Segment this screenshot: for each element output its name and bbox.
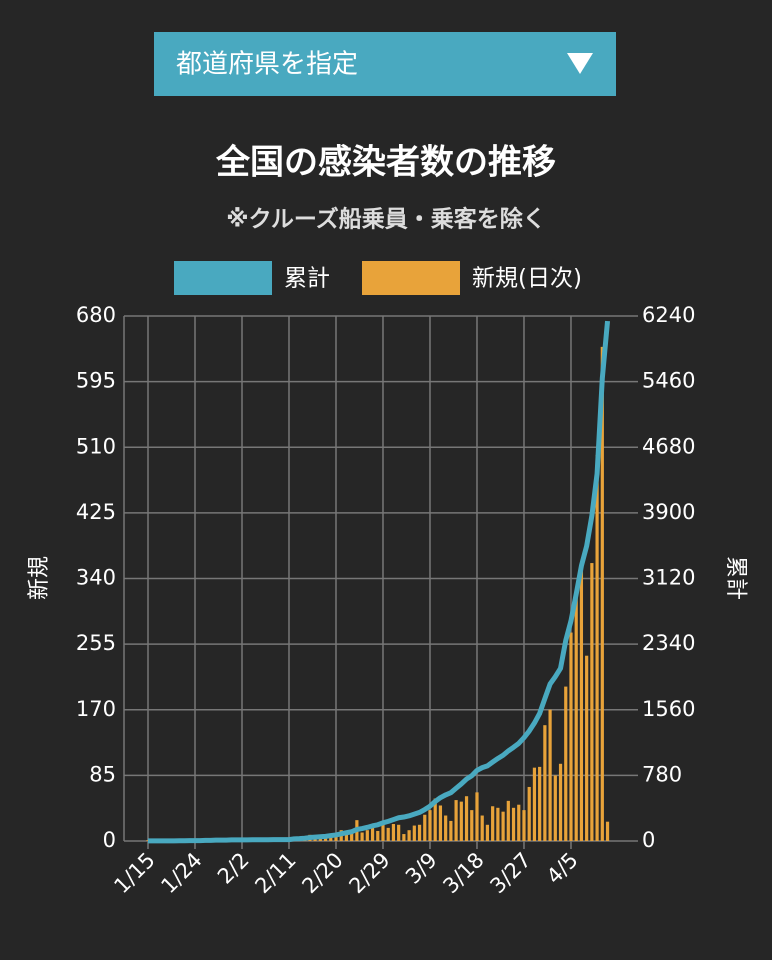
bar — [381, 823, 385, 841]
bar — [564, 686, 568, 841]
bar — [376, 830, 380, 841]
bar — [449, 820, 453, 841]
bar — [438, 805, 443, 841]
bar — [569, 632, 573, 841]
bar — [485, 824, 490, 841]
line — [148, 320, 611, 844]
legend-swatch — [362, 261, 460, 295]
bar — [397, 824, 401, 841]
bar — [574, 593, 578, 841]
legend-swatch — [174, 261, 272, 295]
y2-tick-label: 2340 — [642, 631, 695, 655]
bar — [538, 766, 542, 841]
bar — [386, 827, 390, 841]
bar — [605, 821, 610, 841]
bar — [527, 786, 531, 841]
prefecture-dropdown[interactable]: 都道府県を指定 — [154, 32, 616, 96]
bar — [501, 811, 505, 841]
y2-tick-label: 3120 — [642, 566, 695, 590]
bar — [454, 800, 458, 841]
bar — [360, 832, 364, 841]
y-tick-label: 170 — [76, 697, 116, 721]
bar — [464, 796, 469, 841]
bar — [532, 767, 537, 841]
chart-subtitle: ※クルーズ船乗員・乗客を除く — [226, 206, 546, 233]
y-axis-label: 新規 — [27, 556, 52, 600]
bar — [517, 804, 521, 841]
y-tick-label: 425 — [76, 500, 116, 524]
bar — [433, 798, 437, 841]
bar — [600, 346, 604, 841]
legend-label: 累計 — [284, 266, 330, 292]
bar — [595, 454, 599, 841]
legend-label: 新規(日次) — [472, 266, 582, 292]
bar — [475, 792, 479, 841]
bar — [428, 810, 432, 841]
bar — [323, 837, 328, 841]
bar — [506, 800, 510, 841]
y2-tick-label: 1560 — [642, 697, 695, 721]
bar — [585, 655, 589, 841]
bar — [365, 830, 369, 841]
y-tick-label: 0 — [103, 828, 116, 852]
bar — [548, 709, 552, 841]
y2-axis-label: 累計 — [723, 556, 748, 600]
bar — [496, 807, 500, 841]
y2-tick-label: 3900 — [642, 500, 695, 524]
y-tick-label: 595 — [76, 369, 116, 393]
dropdown-label[interactable]: 都道府県を指定 — [176, 50, 358, 80]
y2-tick-label: 6240 — [642, 303, 695, 327]
bar — [459, 801, 463, 841]
bar — [344, 831, 349, 841]
bar — [350, 831, 354, 841]
bar — [423, 814, 427, 841]
y2-tick-label: 0 — [642, 828, 655, 852]
bar — [491, 806, 495, 841]
y2-tick-label: 4680 — [642, 434, 695, 458]
bar — [558, 763, 563, 841]
bar — [579, 563, 584, 841]
bar — [334, 834, 338, 841]
bar — [407, 830, 411, 841]
bar — [444, 815, 448, 841]
dropdown-box[interactable] — [154, 32, 616, 96]
y-tick-label: 255 — [76, 631, 116, 655]
dropdown-arrow[interactable] — [567, 53, 593, 74]
bar — [553, 775, 557, 841]
y-tick-label: 85 — [89, 762, 116, 786]
bar — [522, 810, 526, 841]
chart-title: 全国の感染者数の推移 — [215, 143, 556, 183]
y-tick-label: 340 — [76, 566, 116, 590]
bar — [511, 807, 516, 841]
bar — [543, 725, 547, 841]
bar — [370, 827, 375, 841]
bar — [417, 824, 422, 841]
bar — [480, 815, 484, 841]
bar — [391, 824, 396, 841]
bar — [402, 834, 406, 841]
y2-tick-label: 5460 — [642, 369, 695, 393]
bar — [470, 810, 474, 841]
y-tick-label: 680 — [76, 303, 116, 327]
bar — [412, 825, 416, 841]
y-tick-label: 510 — [76, 434, 116, 458]
bar — [590, 563, 594, 841]
y2-tick-label: 780 — [642, 762, 682, 786]
